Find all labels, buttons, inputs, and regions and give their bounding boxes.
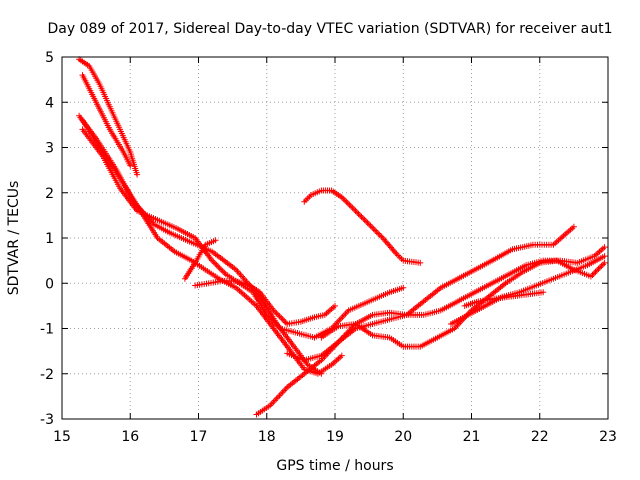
series-markers [461,289,547,309]
data-series [76,56,608,418]
series-markers [79,117,345,377]
x-tick-label: 22 [531,429,549,445]
series-track-6 [181,237,219,282]
series-track-8 [301,187,424,266]
x-tick-label: 15 [53,429,71,445]
series-track-13 [461,289,547,309]
series-markers [76,56,141,178]
series-markers [79,126,407,341]
series-line [81,119,343,375]
x-tick-label: 16 [121,429,139,445]
series-track-5 [79,126,407,341]
series-markers [192,278,338,327]
y-tick-label: 3 [45,141,54,157]
x-tick-label: 18 [258,429,276,445]
series-track-7 [192,278,338,327]
chart-title: Day 089 of 2017, Sidereal Day-to-day VTE… [47,21,612,37]
y-tick-label: 2 [45,186,54,202]
series-track-4 [79,117,345,377]
y-tick-label: 5 [45,50,54,66]
x-tick-label: 23 [599,429,617,445]
y-tick-label: 0 [45,276,54,292]
series-track-1 [76,56,141,178]
series-markers [284,244,608,364]
series-markers [181,237,219,282]
x-axis-label: GPS time / hours [276,458,393,474]
y-tick-label: -2 [40,367,54,383]
y-tick-label: -3 [40,412,54,428]
series-markers [79,72,134,169]
y-tick-label: 1 [45,231,54,247]
y-tick-label: -1 [40,322,54,338]
series-markers [301,187,424,266]
series-track-2 [79,72,134,169]
series-markers [253,223,577,418]
x-tick-label: 21 [463,429,481,445]
x-tick-label: 19 [326,429,344,445]
x-tick-label: 20 [394,429,412,445]
x-tick-label: 17 [190,429,208,445]
y-axis-label: SDTVAR / TECUs [6,181,22,296]
y-tick-label: 4 [45,95,54,111]
